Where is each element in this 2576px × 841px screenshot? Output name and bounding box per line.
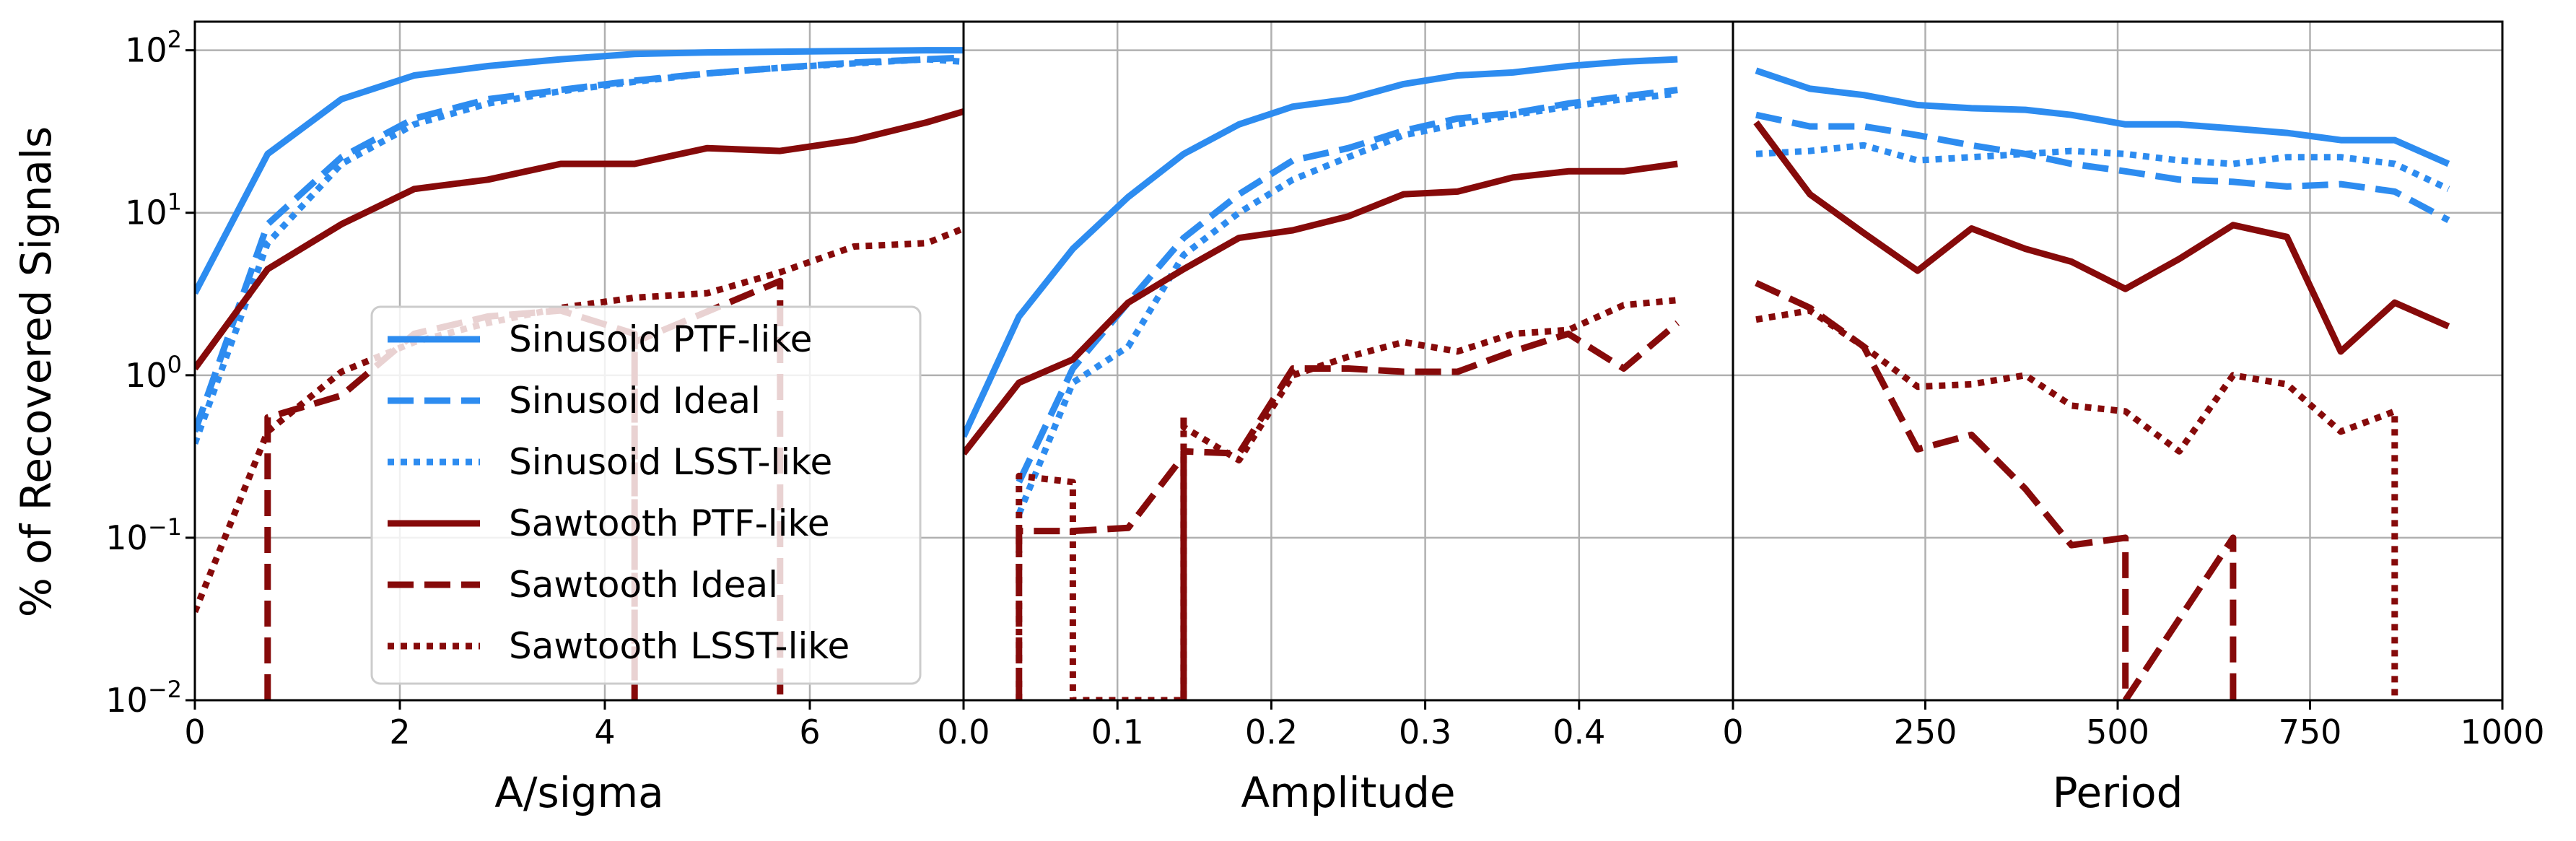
series-line-sinusoid-ptf-like <box>1755 67 2450 167</box>
series-line-sawtooth-ideal <box>1755 279 2237 700</box>
panel-2: 0.0 0.1 0.2 0.3 0.4 Amplitude <box>937 20 1734 817</box>
legend-label: Sinusoid LSST-like <box>509 441 832 483</box>
series-group <box>1753 67 2450 700</box>
series-line-sinusoid-lsst-like <box>1016 90 1678 515</box>
x-tick-label: 2 <box>389 713 410 751</box>
legend-frame <box>370 305 922 685</box>
panel-3: 0 250 500 750 1000 Period <box>1722 20 2545 817</box>
series-line-sawtooth-ptf-like <box>1753 120 2450 355</box>
plot-area <box>964 22 1733 700</box>
series-line-sawtooth-ptf-like <box>964 160 1678 456</box>
x-tick-label: 4 <box>594 713 615 751</box>
series-group <box>964 56 1680 700</box>
series-line-sinusoid-ptf-like <box>964 56 1678 438</box>
legend-entry: Sawtooth LSST-like <box>388 625 850 667</box>
series-line-sinusoid-ideal <box>1016 87 1678 484</box>
y-tick-label: 10−1 <box>105 513 182 557</box>
y-tick-label: 100 <box>125 351 182 395</box>
y-axis-label: % of Recovered Signals <box>12 126 61 618</box>
series-line-sinusoid-lsst-like <box>195 56 964 445</box>
x-tick-label: 6 <box>799 713 820 751</box>
legend-label: Sawtooth Ideal <box>509 564 778 606</box>
legend-label: Sawtooth LSST-like <box>509 625 850 667</box>
series-line-sinusoid-ideal <box>1755 111 2450 223</box>
x-tick-label: 0.0 <box>937 713 990 751</box>
x-tick-label: 0.1 <box>1091 713 1144 751</box>
x-axis-label: Amplitude <box>1241 768 1455 817</box>
x-tick-label: 1000 <box>2460 713 2544 751</box>
x-tick-label: 750 <box>2279 713 2342 751</box>
legend-label: Sinusoid Ideal <box>509 380 761 422</box>
legend-label: Sinusoid PTF-like <box>509 318 812 360</box>
x-tick-label: 0 <box>184 713 205 751</box>
x-tick-label: 0.3 <box>1399 713 1451 751</box>
x-tick-label: 0.4 <box>1553 713 1605 751</box>
series-line-sawtooth-ideal <box>1016 320 1680 700</box>
x-tick-label: 0 <box>1722 713 1743 751</box>
series-line-sawtooth-lsst-like <box>195 225 964 614</box>
series-line-sawtooth-ptf-like <box>195 108 964 371</box>
y-tick-label: 10−2 <box>105 676 182 720</box>
x-tick-label: 250 <box>1894 713 1957 751</box>
legend: Sinusoid PTF-like Sinusoid Ideal Sinusoid … <box>370 305 922 685</box>
legend-entry: Sinusoid PTF-like <box>388 318 812 360</box>
y-tick-label: 102 <box>125 26 182 70</box>
x-axis-label: A/sigma <box>494 768 663 817</box>
series-line-sinusoid-lsst-like <box>1755 141 2450 192</box>
legend-entry: Sawtooth PTF-like <box>388 502 829 544</box>
legend-entry: Sinusoid LSST-like <box>388 441 832 483</box>
series-line-sawtooth-lsst-like <box>1016 297 1678 700</box>
legend-entry: Sawtooth Ideal <box>388 564 778 606</box>
series-line-sawtooth-lsst-like <box>1755 307 2398 700</box>
x-tick-label: 0.2 <box>1245 713 1298 751</box>
y-tick-label: 101 <box>125 188 182 232</box>
legend-entry: Sinusoid Ideal <box>388 380 761 422</box>
series-line-sinusoid-ptf-like <box>195 47 964 295</box>
x-tick-label: 500 <box>2086 713 2149 751</box>
legend-label: Sawtooth PTF-like <box>509 502 829 544</box>
x-axis-label: Period <box>2053 768 2183 817</box>
